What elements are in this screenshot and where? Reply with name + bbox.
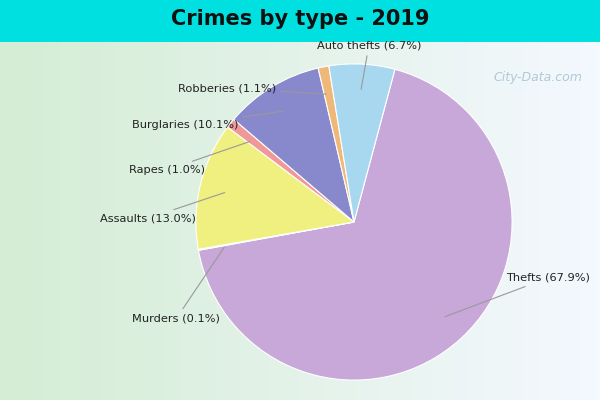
Wedge shape: [234, 68, 354, 222]
Wedge shape: [227, 119, 354, 222]
Text: Assaults (13.0%): Assaults (13.0%): [100, 192, 225, 223]
Text: Burglaries (10.1%): Burglaries (10.1%): [133, 111, 284, 130]
Wedge shape: [318, 66, 354, 222]
Wedge shape: [198, 222, 354, 250]
Wedge shape: [329, 64, 395, 222]
Wedge shape: [196, 127, 354, 249]
Text: Robberies (1.1%): Robberies (1.1%): [178, 83, 326, 94]
Text: Rapes (1.0%): Rapes (1.0%): [129, 142, 250, 175]
Text: Thefts (67.9%): Thefts (67.9%): [445, 273, 590, 317]
Wedge shape: [199, 69, 512, 380]
Text: Murders (0.1%): Murders (0.1%): [132, 247, 224, 324]
Text: Crimes by type - 2019: Crimes by type - 2019: [171, 9, 429, 29]
Text: City-Data.com: City-Data.com: [493, 71, 582, 84]
Text: Auto thefts (6.7%): Auto thefts (6.7%): [317, 40, 421, 89]
